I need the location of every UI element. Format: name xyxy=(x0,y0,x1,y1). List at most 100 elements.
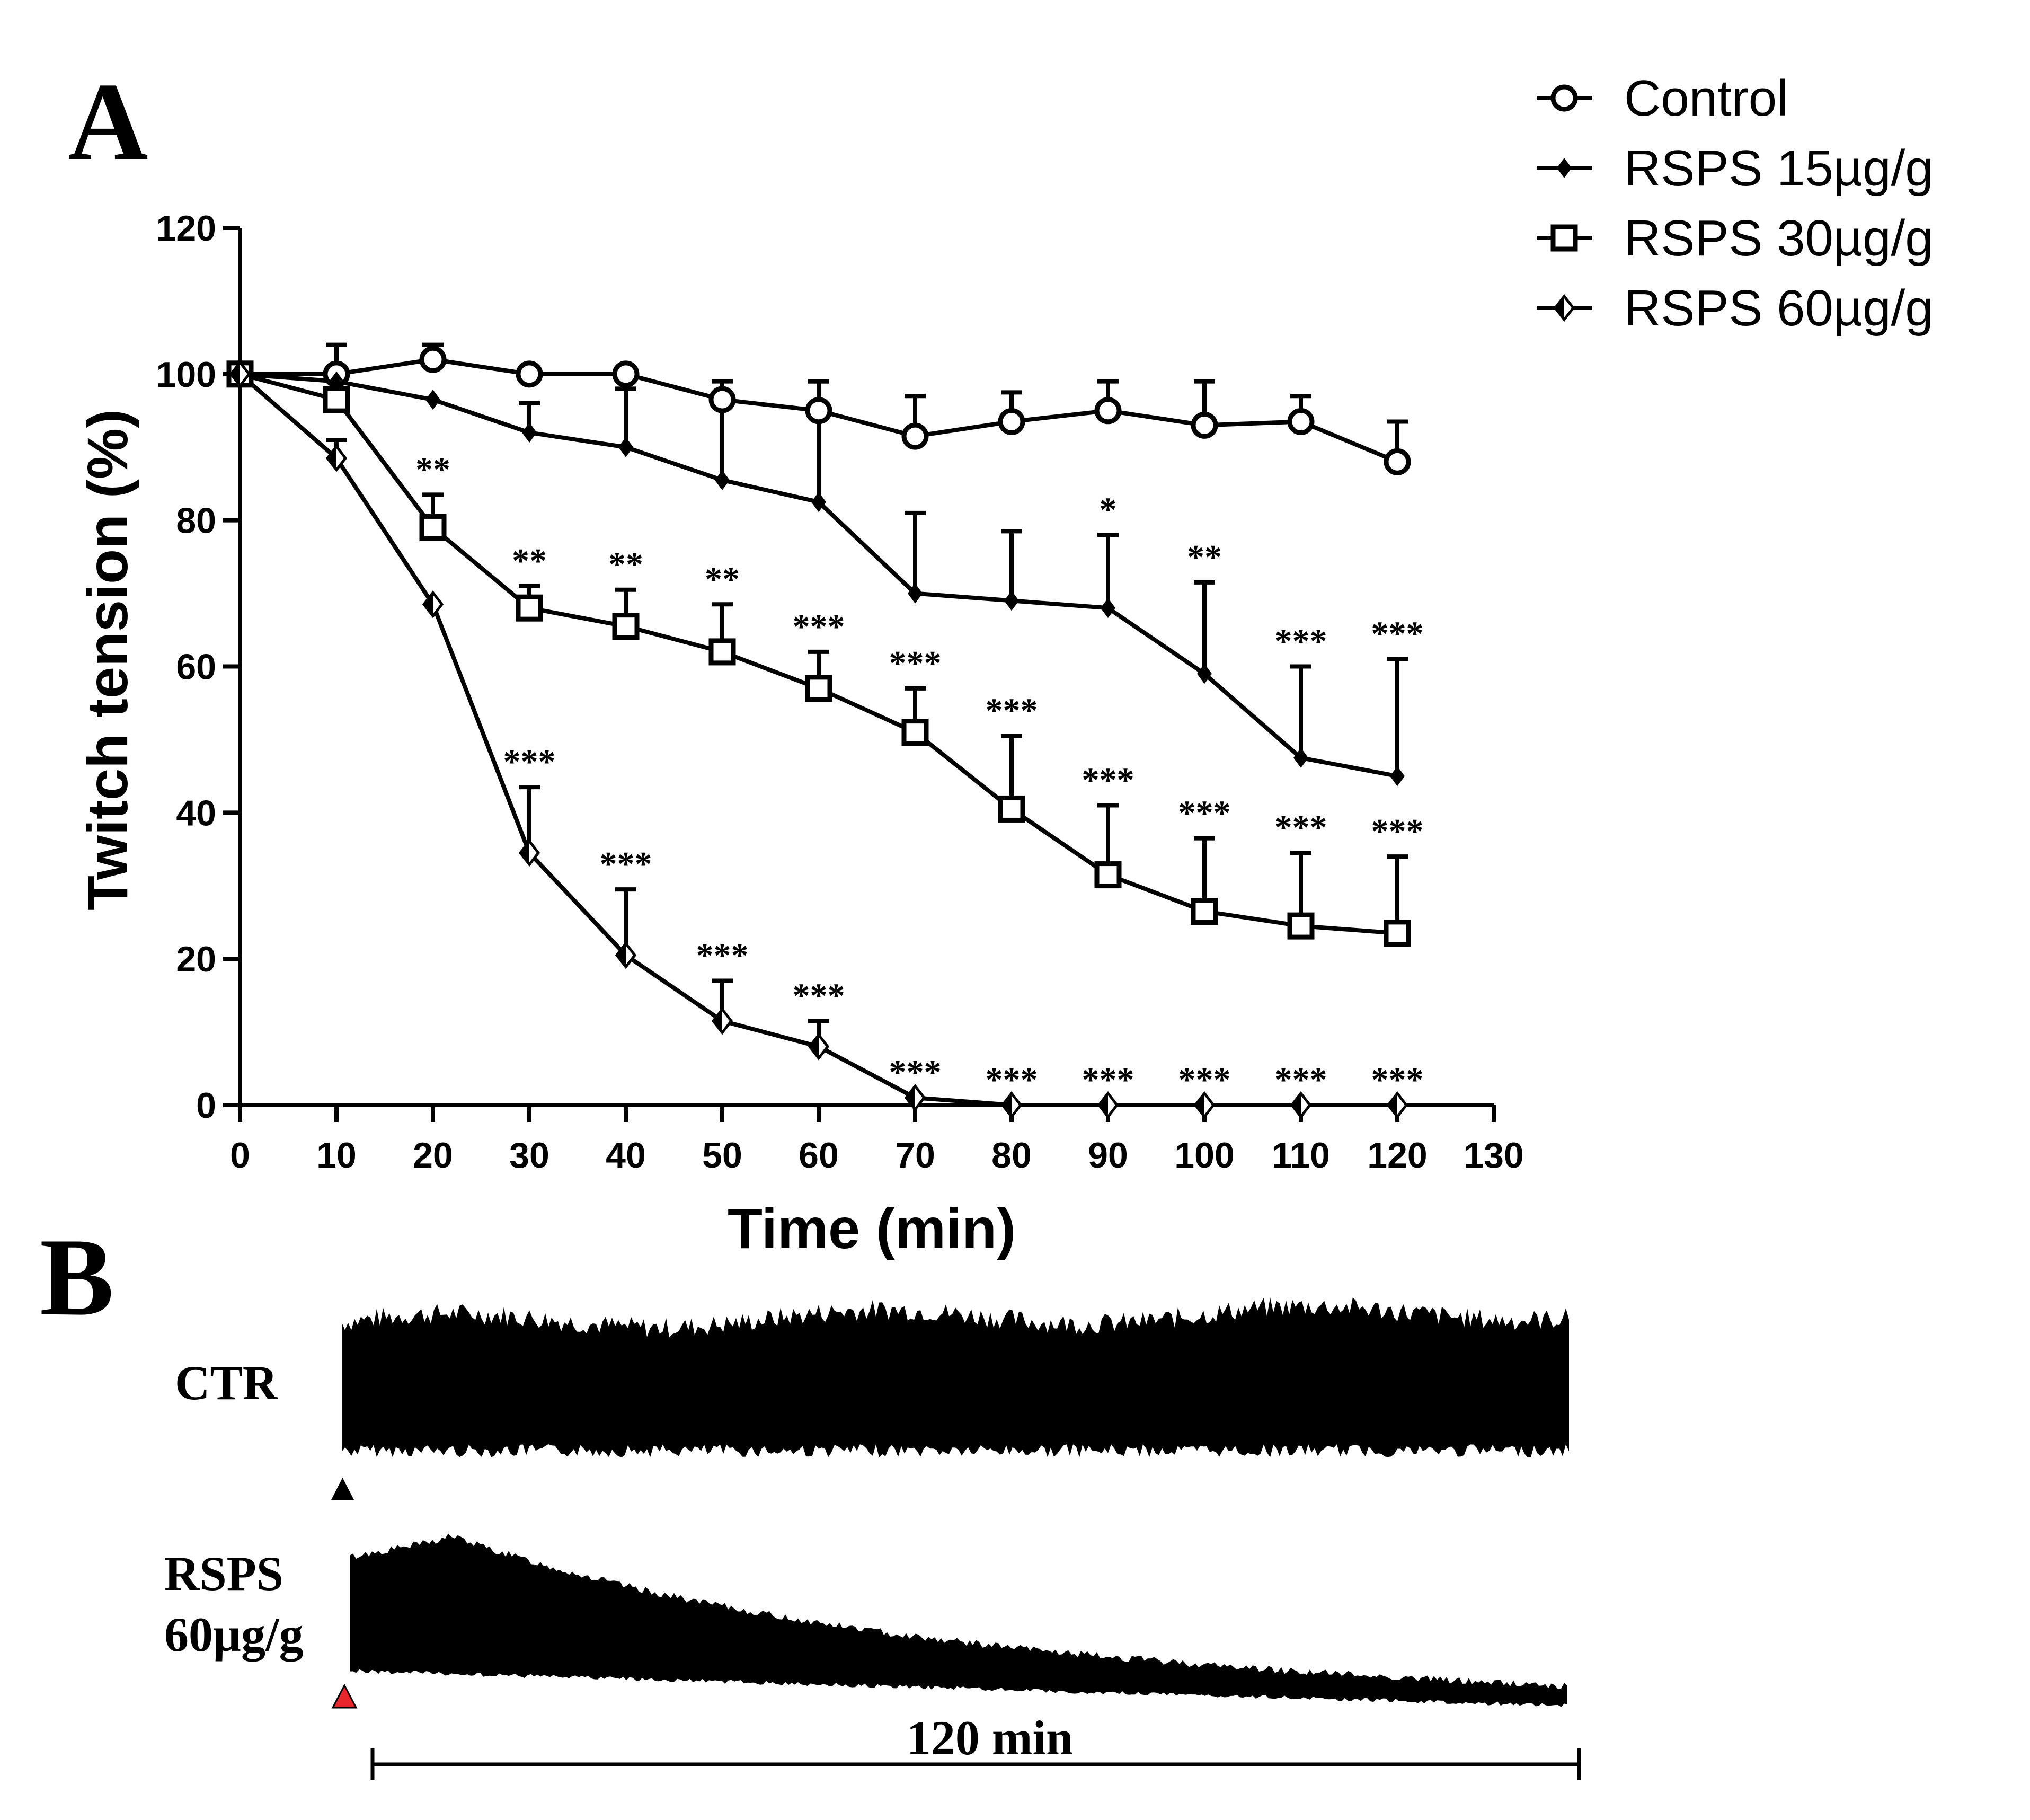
half-diamond-fill xyxy=(231,362,240,386)
y-tick-label: 0 xyxy=(196,1085,216,1126)
data-point xyxy=(1384,920,1411,947)
trace-label-rsps-line2: 60µg/g xyxy=(164,1607,304,1662)
trace-label-ctr: CTR xyxy=(175,1356,279,1410)
data-point xyxy=(612,360,640,388)
significance-label: ** xyxy=(415,450,450,489)
error-bars-series-0 xyxy=(326,342,1408,462)
diamond-marker xyxy=(1101,598,1115,619)
x-tick-label: 70 xyxy=(895,1135,935,1176)
data-point xyxy=(1101,598,1115,619)
significance-label: *** xyxy=(1178,794,1231,833)
data-point xyxy=(901,719,929,746)
circle-marker xyxy=(1384,448,1411,475)
data-point xyxy=(419,346,447,373)
chart-panel-a: 0 20 40 60 80 100 120 0 10 20 30 40 50 60 70 80 90 100 110… xyxy=(75,208,1524,1260)
significance-label: ** xyxy=(608,545,643,584)
data-point xyxy=(998,795,1025,823)
circle-marker xyxy=(1094,397,1122,425)
data-point xyxy=(1287,408,1315,435)
data-point xyxy=(904,1084,926,1112)
error-bars-series-2: **** ** ***************** *** *** xyxy=(415,450,1424,933)
significance-label: *** xyxy=(889,644,942,683)
data-point xyxy=(1386,1091,1408,1119)
significance-label: ** xyxy=(705,560,740,598)
data-point xyxy=(1384,448,1411,475)
diamond-marker xyxy=(908,583,923,604)
diamond-marker xyxy=(618,437,633,457)
half-diamond-fill xyxy=(810,1035,819,1058)
significance-label: *** xyxy=(696,936,749,975)
data-point xyxy=(618,437,633,457)
trace-label-rsps-line1: RSPS xyxy=(164,1547,283,1601)
x-tick-label: 130 xyxy=(1464,1135,1523,1176)
y-tick-label: 80 xyxy=(176,501,216,541)
data-point xyxy=(518,839,540,867)
square-marker xyxy=(1550,224,1578,252)
half-diamond-fill xyxy=(1555,296,1564,320)
trace-panel-b: CTR RSPS 60µg/g 120 min xyxy=(164,1297,1581,1780)
square-marker xyxy=(419,514,447,541)
legend-item-1: RSPS 15µg/g xyxy=(1537,140,1934,197)
data-point xyxy=(1197,664,1212,684)
legend-marker xyxy=(1550,84,1578,112)
error-bars-series-1: ****** *** xyxy=(519,379,1424,776)
data-point xyxy=(1004,590,1019,611)
data-point xyxy=(1097,1091,1119,1119)
significance-label: *** xyxy=(793,607,845,646)
square-marker xyxy=(323,386,350,413)
data-point xyxy=(1193,1091,1216,1119)
circle-marker xyxy=(1287,408,1315,435)
diamond-marker xyxy=(1293,747,1308,768)
markers-series-3 xyxy=(229,360,1408,1119)
legend-label: RSPS 15µg/g xyxy=(1624,140,1934,197)
legend-marker xyxy=(1557,158,1572,178)
data-point xyxy=(325,444,348,472)
diamond-marker xyxy=(1557,158,1572,178)
diamond-marker xyxy=(715,470,730,490)
legend-item-3: RSPS 60µg/g xyxy=(1537,280,1934,337)
data-point xyxy=(516,594,543,622)
data-point xyxy=(901,422,929,450)
diamond-marker xyxy=(1390,766,1405,787)
chart-legend: Control RSPS 15µg/g RSPS 30µg/g RSPS 60µg/g xyxy=(1537,70,1934,337)
data-point xyxy=(1293,747,1308,768)
y-tick-label: 20 xyxy=(176,939,216,979)
diamond-marker xyxy=(522,422,537,443)
x-tick-label: 110 xyxy=(1272,1135,1330,1176)
rsps-trace xyxy=(350,1533,1567,1707)
data-point xyxy=(811,492,826,513)
data-point xyxy=(708,638,736,666)
error-bars-series-3: *************** *** *** *** *** *** xyxy=(326,437,1424,1099)
square-marker xyxy=(516,594,543,622)
circle-marker xyxy=(901,422,929,450)
x-tick-label: 120 xyxy=(1367,1135,1427,1176)
y-tick-label: 120 xyxy=(156,208,216,249)
significance-label: ** xyxy=(512,542,547,580)
x-tick-label: 50 xyxy=(702,1135,742,1176)
x-tick-label: 20 xyxy=(413,1135,453,1176)
chart-axes: 0 20 40 60 80 100 120 0 10 20 30 40 50 60 70 80 90 100 110… xyxy=(156,208,1524,1176)
diamond-marker xyxy=(811,492,826,513)
diamond-marker xyxy=(1004,590,1019,611)
data-point xyxy=(516,360,543,388)
x-tick-label: 40 xyxy=(606,1135,646,1176)
significance-label: *** xyxy=(1082,761,1134,800)
data-point xyxy=(711,1007,733,1035)
significance-label: ** xyxy=(1187,538,1222,577)
square-marker xyxy=(1384,920,1411,947)
half-diamond-fill xyxy=(713,1009,722,1033)
circle-marker xyxy=(419,346,447,373)
significance-label: *** xyxy=(1275,622,1327,661)
x-tick-label: 90 xyxy=(1088,1135,1128,1176)
data-point xyxy=(1191,898,1218,925)
significance-label: *** xyxy=(1371,812,1424,851)
legend-label: RSPS 30µg/g xyxy=(1624,210,1934,267)
square-marker xyxy=(612,613,640,640)
circle-marker xyxy=(1550,84,1578,112)
data-point xyxy=(422,590,444,619)
y-axis-label: Twitch tension (%) xyxy=(75,409,139,911)
data-point xyxy=(805,397,832,425)
data-point xyxy=(612,613,640,640)
y-tick-label: 60 xyxy=(176,647,216,687)
